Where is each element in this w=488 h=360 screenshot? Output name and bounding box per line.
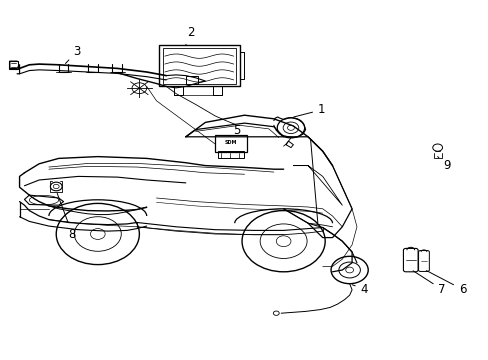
Text: 3: 3 xyxy=(65,45,81,63)
Text: SDM: SDM xyxy=(224,140,237,145)
Text: 4: 4 xyxy=(351,283,367,296)
Text: 7: 7 xyxy=(412,271,445,296)
Text: 1: 1 xyxy=(293,103,325,117)
Text: 8: 8 xyxy=(57,193,76,240)
Text: 2: 2 xyxy=(185,26,194,45)
Text: 6: 6 xyxy=(426,271,466,296)
Text: 5: 5 xyxy=(229,124,241,137)
Text: 9: 9 xyxy=(437,157,450,172)
